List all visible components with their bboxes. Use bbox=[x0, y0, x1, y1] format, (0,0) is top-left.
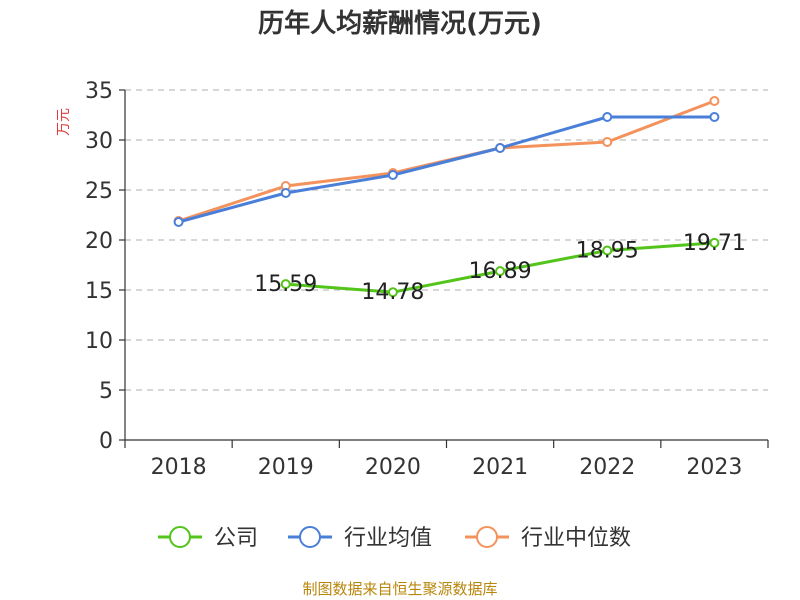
data-point bbox=[709, 96, 720, 106]
y-tick-label: 15 bbox=[85, 279, 113, 304]
series-lines bbox=[173, 96, 720, 298]
y-tick-label: 30 bbox=[85, 129, 113, 154]
data-label: 16.89 bbox=[469, 259, 532, 284]
y-tick-label: 10 bbox=[85, 329, 113, 354]
data-point bbox=[602, 137, 613, 147]
legend-label: 行业均值 bbox=[344, 526, 432, 551]
x-tick-label: 2022 bbox=[579, 455, 635, 480]
legend-label: 公司 bbox=[214, 526, 258, 551]
data-point bbox=[602, 245, 613, 256]
data-label: 18.95 bbox=[576, 239, 639, 264]
grid-lines bbox=[125, 89, 768, 391]
data-label: 15.59 bbox=[254, 272, 317, 297]
data-point bbox=[280, 279, 291, 290]
legend-label: 行业中位数 bbox=[521, 526, 631, 551]
data-point bbox=[387, 170, 398, 180]
data-point bbox=[387, 287, 398, 298]
x-tick-label: 2020 bbox=[365, 455, 421, 480]
x-tick-label: 2023 bbox=[686, 455, 742, 480]
x-tick-label: 2019 bbox=[258, 455, 314, 480]
legend: 公司 行业均值 行业中位数 bbox=[158, 526, 631, 551]
data-point bbox=[173, 217, 184, 227]
data-point bbox=[495, 143, 506, 153]
data-point bbox=[602, 112, 613, 122]
data-point bbox=[709, 237, 720, 248]
source-note: 制图数据来自恒生聚源数据库 bbox=[302, 580, 497, 598]
x-tick-label: 2021 bbox=[472, 455, 528, 480]
data-label: 19.71 bbox=[683, 231, 746, 256]
y-tick-label: 0 bbox=[99, 429, 113, 454]
data-label: 14.78 bbox=[361, 280, 424, 305]
series-line bbox=[178, 115, 715, 224]
data-point bbox=[280, 188, 291, 198]
axes: 0 5 10 15 20 25 30 35 2018 2019 2020 2021 2022 2023 bbox=[85, 79, 769, 480]
y-tick-label: 35 bbox=[85, 79, 113, 104]
legend-marker bbox=[476, 526, 498, 548]
x-tick-label: 2018 bbox=[151, 455, 207, 480]
y-axis-label: 万元 bbox=[56, 108, 72, 136]
legend-marker bbox=[169, 526, 191, 548]
data-labels: 15.59 14.78 16.89 18.95 19.71 bbox=[254, 231, 746, 305]
chart-title: 历年人均薪酬情况(万元) bbox=[258, 8, 542, 39]
legend-marker bbox=[299, 526, 321, 548]
y-tick-label: 25 bbox=[85, 179, 113, 204]
y-tick-label: 20 bbox=[85, 229, 113, 254]
data-point bbox=[709, 112, 720, 122]
data-point bbox=[495, 266, 506, 277]
y-tick-label: 5 bbox=[99, 379, 113, 404]
